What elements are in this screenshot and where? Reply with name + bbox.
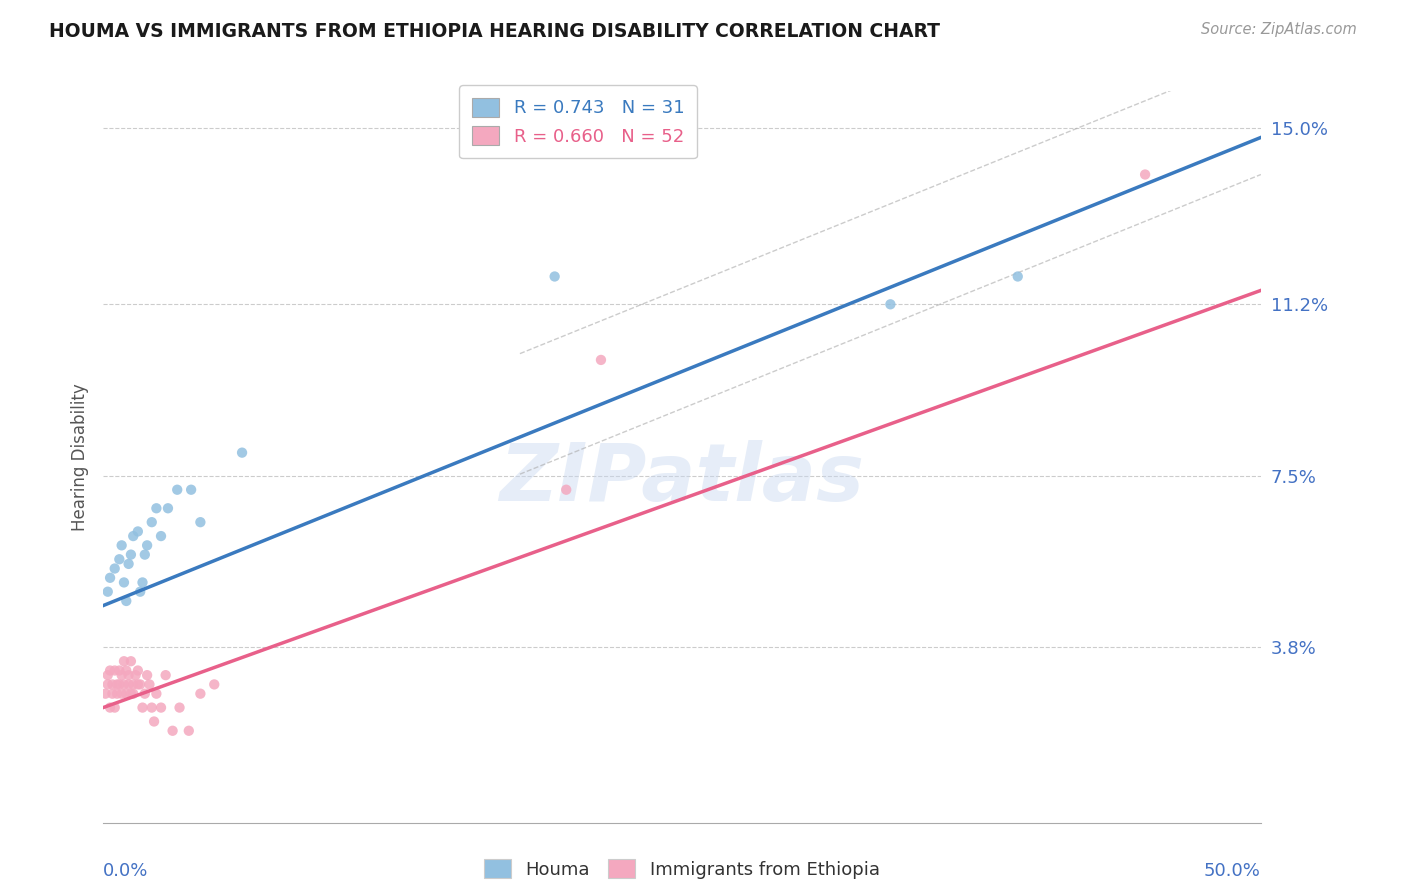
Point (150, 700, 173, 714)
Point (97, 584, 120, 599)
Point (117, 677, 139, 691)
Point (115, 594, 138, 608)
Point (122, 529, 145, 543)
Point (141, 700, 163, 714)
Point (120, 548, 142, 562)
Point (543, 269, 565, 284)
Point (104, 664, 127, 678)
Legend: R = 0.743   N = 31, R = 0.660   N = 52: R = 0.743 N = 31, R = 0.660 N = 52 (460, 86, 697, 159)
Point (131, 700, 153, 714)
Point (117, 668, 139, 682)
Point (150, 529, 173, 543)
Point (112, 575, 135, 590)
Point (1133, 168, 1156, 182)
Point (111, 687, 134, 701)
Point (134, 548, 156, 562)
Point (136, 668, 159, 682)
Point (124, 668, 146, 682)
Point (129, 677, 152, 691)
Point (879, 297, 901, 311)
Y-axis label: Hearing Disability: Hearing Disability (72, 384, 89, 531)
Point (101, 687, 124, 701)
Point (143, 714, 166, 729)
Point (104, 561, 127, 575)
Point (105, 687, 128, 701)
Point (155, 668, 177, 682)
Point (190, 515, 212, 529)
Point (190, 687, 212, 701)
Point (98, 700, 121, 714)
Point (127, 524, 149, 539)
Point (101, 677, 124, 691)
Point (169, 700, 191, 714)
Point (141, 515, 163, 529)
Point (105, 677, 128, 691)
Point (111, 538, 134, 552)
Point (115, 687, 138, 701)
Text: Source: ZipAtlas.com: Source: ZipAtlas.com (1201, 22, 1357, 37)
Point (108, 664, 131, 678)
Text: ZIPatlas: ZIPatlas (499, 441, 865, 518)
Point (127, 664, 149, 678)
Point (108, 552, 131, 566)
Point (156, 501, 179, 516)
Text: 0.0%: 0.0% (103, 863, 149, 880)
Point (589, 353, 612, 368)
Point (120, 687, 142, 701)
Point (231, 445, 253, 459)
Point (134, 687, 156, 701)
Point (112, 654, 135, 668)
Point (136, 538, 159, 552)
Point (166, 483, 188, 497)
Text: 50.0%: 50.0% (1204, 863, 1261, 880)
Point (122, 677, 145, 691)
Point (97, 668, 120, 682)
Point (145, 687, 167, 701)
Point (122, 687, 145, 701)
Text: HOUMA VS IMMIGRANTS FROM ETHIOPIA HEARING DISABILITY CORRELATION CHART: HOUMA VS IMMIGRANTS FROM ETHIOPIA HEARIN… (49, 22, 941, 41)
Point (112, 677, 135, 691)
Point (120, 654, 142, 668)
Point (177, 723, 200, 738)
Point (108, 677, 131, 691)
Point (117, 557, 139, 571)
Point (97, 677, 120, 691)
Point (129, 584, 152, 599)
Point (94, 687, 117, 701)
Point (131, 575, 153, 590)
Point (145, 501, 167, 516)
Point (162, 723, 184, 738)
Point (104, 700, 127, 714)
Point (180, 483, 202, 497)
Point (127, 677, 149, 691)
Point (138, 677, 160, 691)
Point (555, 483, 578, 497)
Point (111, 668, 134, 682)
Point (202, 677, 225, 691)
Point (115, 664, 138, 678)
Point (98, 664, 121, 678)
Point (98, 571, 121, 585)
Point (1007, 269, 1029, 284)
